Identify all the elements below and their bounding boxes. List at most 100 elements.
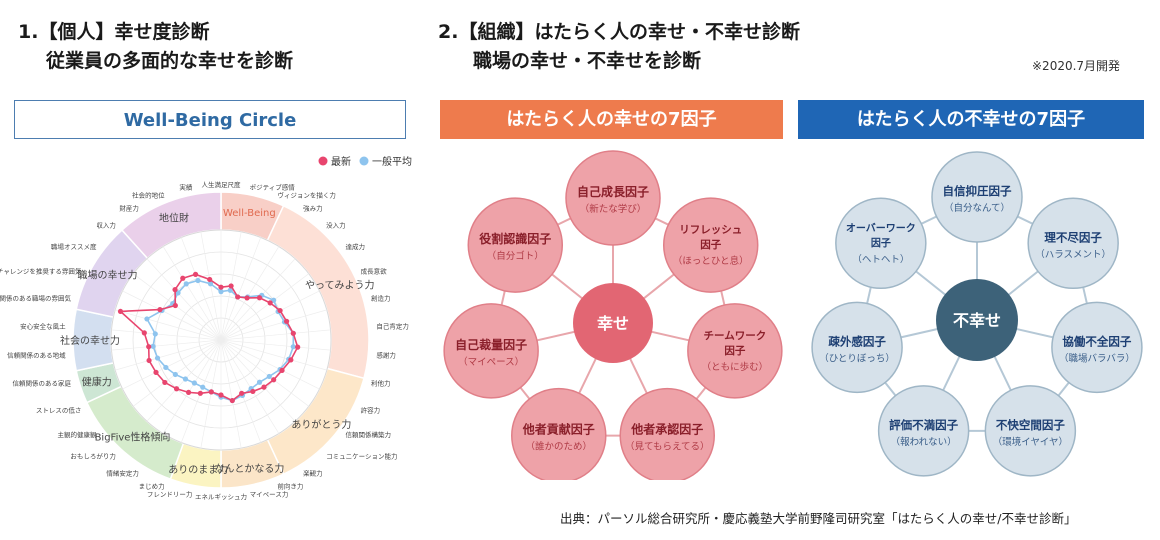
factor-title: リフレッシュ bbox=[679, 224, 742, 236]
radar-sector-label: ありがとう力 bbox=[291, 418, 351, 431]
source-citation: 出典：パーソル総合研究所・慶応義塾大学前野隆司研究室「はたらく人の幸せ/不幸せ診… bbox=[560, 511, 1077, 526]
radar-axis-label: 楽観力 bbox=[303, 469, 323, 478]
happy_network-factor-node: 自己成長因子 （新たな学び） bbox=[565, 150, 661, 246]
latest-series-point bbox=[197, 390, 203, 396]
unhappy_network-factor-node: 自信抑圧因子 （自分なんて） bbox=[931, 151, 1023, 243]
latest-series-point bbox=[244, 295, 250, 301]
latest-series-point bbox=[256, 295, 263, 301]
happy_network-center-circle bbox=[573, 283, 653, 363]
radar-sector-label: なんとかなる力 bbox=[214, 462, 284, 475]
latest-series-point bbox=[173, 386, 180, 392]
latest-series-point bbox=[162, 379, 168, 386]
factor-title: 他者貢献因子 bbox=[522, 422, 595, 437]
radar-spoke bbox=[122, 290, 222, 341]
radar-spoke bbox=[180, 237, 222, 341]
average-series-point bbox=[191, 380, 197, 386]
latest-series-point bbox=[279, 367, 285, 373]
latest-series-point bbox=[283, 318, 290, 324]
latest-series-point bbox=[172, 302, 178, 309]
radar-axis-label: ストレスの低さ bbox=[36, 406, 82, 415]
radar-axis-label: フレンドリー力 bbox=[147, 489, 193, 498]
factor-circle bbox=[687, 303, 783, 399]
development-note: ※2020.7月開発 bbox=[1032, 59, 1121, 73]
radar-axis-label: ポジティブ感情 bbox=[250, 183, 296, 192]
factor-subtitle: （自分ゴト） bbox=[487, 250, 544, 262]
radar-sector-label: 健康力 bbox=[82, 376, 112, 389]
radar-series bbox=[117, 271, 301, 404]
average-series-point bbox=[290, 344, 296, 350]
radar-sector-label: 地位財 bbox=[159, 212, 189, 225]
factor-circle bbox=[1027, 197, 1119, 290]
radar-axis-label: マイペース力 bbox=[250, 489, 289, 498]
happy_network-factor-node: 他者承認因子 （見てもらえてる） bbox=[619, 387, 715, 480]
factor-subtitle: （自分なんて） bbox=[944, 202, 1010, 214]
average-series-point bbox=[154, 355, 161, 361]
factor-title: 因子 bbox=[724, 345, 746, 357]
legend-average-marker bbox=[359, 156, 369, 166]
happy_network-factor-node: 他者貢献因子 （誰かのため） bbox=[511, 387, 607, 480]
radar-axis-label: 職場オススメ度 bbox=[51, 242, 97, 251]
factor-circle bbox=[511, 387, 607, 480]
factor-circle bbox=[877, 385, 970, 477]
latest-series-point bbox=[250, 388, 256, 395]
factor-title: 疎外感因子 bbox=[828, 334, 886, 348]
latest-series-point bbox=[180, 275, 186, 281]
factor-title: 評価不満因子 bbox=[889, 418, 958, 432]
unhappy_network-factor-node: 疎外感因子 （ひとりぼっち） bbox=[811, 301, 903, 394]
radar-spoke bbox=[111, 339, 222, 351]
factor-title: 不快空間因子 bbox=[996, 418, 1065, 432]
radar-spoke bbox=[220, 309, 327, 341]
radar-axis-label: 信頼関係のある職場の雰囲気 bbox=[0, 293, 71, 302]
right-title: 2.【組織】はたらく人の幸せ・不幸せ診断 bbox=[438, 21, 801, 43]
radar-axis-label: ヴィジョンを描く力 bbox=[277, 191, 336, 200]
unhappy_network-center-circle bbox=[936, 279, 1018, 361]
factor-circle bbox=[443, 303, 539, 399]
radar-axis-label: 創造力 bbox=[371, 293, 391, 302]
radar-spoke bbox=[111, 329, 222, 341]
left-title: 1.【個人】幸せ度診断 bbox=[18, 21, 210, 43]
latest-series-point bbox=[185, 389, 192, 395]
factor-title: オーバーワーク bbox=[846, 222, 916, 234]
factor-subtitle: （新たな学び） bbox=[580, 203, 647, 215]
factor-subtitle: （ヘトヘト） bbox=[852, 253, 909, 265]
latest-series-point bbox=[146, 357, 152, 364]
radar-spoke bbox=[220, 329, 331, 341]
radar-spoke bbox=[115, 309, 222, 341]
factor-title: 自己成長因子 bbox=[577, 184, 649, 199]
latest-series-point bbox=[218, 392, 224, 398]
average-series-point bbox=[195, 277, 201, 284]
factor-circle bbox=[931, 151, 1023, 243]
radar-axis-label: おもしろがり力 bbox=[70, 451, 116, 460]
radar-spoke bbox=[146, 258, 222, 341]
latest-series-point bbox=[153, 369, 159, 375]
latest-series-point bbox=[288, 357, 294, 363]
unhappy-factors-diagram: 自信抑圧因子 （自分なんて） 理不尽因子 （ハラスメント） 協働不全因子 （職場バラバラ）… bbox=[811, 151, 1143, 477]
legend-average-label: 一般平均 bbox=[372, 155, 412, 168]
latest-series-point bbox=[239, 390, 245, 396]
radar-spoke bbox=[162, 339, 222, 434]
radar-axis-label: 信頼関係のある地域 bbox=[7, 350, 66, 359]
happy_network-factor-node: 自己裁量因子 （マイペース） bbox=[443, 303, 539, 399]
latest-series-point bbox=[277, 307, 283, 314]
radar-axis-label: コミュニケーション能力 bbox=[326, 451, 397, 460]
latest-series-point bbox=[261, 384, 267, 390]
radar-axis-label: 主観的健康観 bbox=[58, 430, 98, 439]
radar-sector-label: ありのまま力 bbox=[168, 463, 228, 476]
average-series-point bbox=[183, 281, 189, 287]
radar-spoke bbox=[220, 246, 280, 341]
radar-spoke bbox=[220, 273, 309, 341]
average-series-point bbox=[218, 289, 224, 295]
factor-subtitle: （ほっとひと息） bbox=[673, 255, 749, 267]
radar-spoke bbox=[220, 339, 327, 371]
unhappy_network-factor-node: 協働不全因子 （職場バラバラ） bbox=[1051, 301, 1143, 394]
average-series-point bbox=[152, 331, 158, 337]
factor-subtitle: （ひとりぼっち） bbox=[819, 352, 895, 364]
radar-sector-label: BigFive性格傾向 bbox=[95, 431, 171, 444]
average-series-point bbox=[150, 343, 156, 349]
factor-subtitle: （誰かのため） bbox=[526, 441, 593, 453]
radar-spoke bbox=[220, 339, 320, 390]
unhappy_network-factor-node: 評価不満因子 （報われない） bbox=[877, 385, 970, 477]
unhappy_network-factor-node: 理不尽因子 （ハラスメント） bbox=[1027, 197, 1119, 290]
average-series-point bbox=[144, 316, 150, 322]
